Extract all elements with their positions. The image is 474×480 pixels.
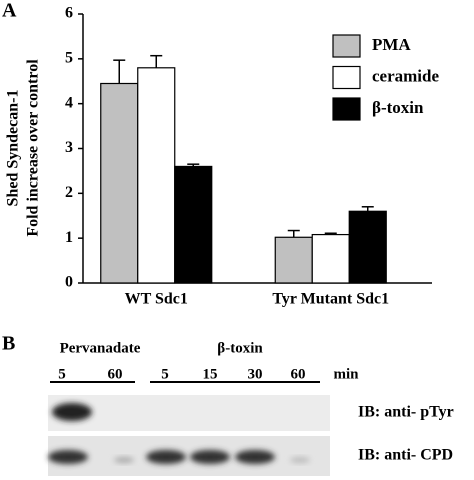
y-tick-label: 3 xyxy=(65,139,73,156)
lane-label: 5 xyxy=(58,366,66,382)
legend-label: PMA xyxy=(372,35,411,54)
y-axis-label: Fold increase over control xyxy=(25,59,42,237)
lane-label: 5 xyxy=(161,366,169,382)
blot-strip xyxy=(48,436,330,476)
y-tick-label: 1 xyxy=(65,229,73,246)
group-label: Pervanadate xyxy=(60,340,141,356)
bar xyxy=(174,165,213,284)
group-label: β-toxin xyxy=(217,340,263,356)
bar xyxy=(311,233,350,284)
legend-label: β-toxin xyxy=(372,98,424,117)
lane-label: 60 xyxy=(291,366,306,382)
bar xyxy=(100,82,139,284)
lane-label: 30 xyxy=(248,366,263,382)
legend-swatch xyxy=(332,97,361,121)
band xyxy=(114,457,134,463)
band xyxy=(190,450,230,464)
blot-panel xyxy=(48,381,330,476)
lane-label: 15 xyxy=(203,366,218,382)
bar xyxy=(274,236,313,284)
y-tick-label: 4 xyxy=(65,94,73,111)
blot-strip xyxy=(48,395,330,431)
band xyxy=(235,450,275,464)
legend-swatch xyxy=(332,65,361,90)
x-tick-label: Tyr Mutant Sdc1 xyxy=(272,291,389,308)
y-tick-label: 6 xyxy=(65,5,73,22)
band xyxy=(48,450,88,464)
row-label: IB: anti- CPD xyxy=(358,447,453,464)
bar xyxy=(348,210,387,284)
x-tick-label: WT Sdc1 xyxy=(125,291,188,308)
unit-label: min xyxy=(333,366,359,382)
band xyxy=(290,457,310,463)
lane-label: 60 xyxy=(108,366,123,382)
band xyxy=(146,450,186,464)
band xyxy=(52,403,92,421)
panel-label: B xyxy=(2,333,15,355)
panel-label: A xyxy=(2,0,17,22)
legend-swatch xyxy=(332,34,361,58)
row-label: IB: anti- pTyr xyxy=(358,404,454,421)
y-tick-label: 0 xyxy=(65,274,73,291)
y-tick-label: 2 xyxy=(65,184,73,201)
bar xyxy=(137,67,176,284)
legend-label: ceramide xyxy=(372,66,439,85)
y-tick-label: 5 xyxy=(65,50,73,67)
y-axis-label: Shed Syndecan-1 xyxy=(5,90,22,207)
